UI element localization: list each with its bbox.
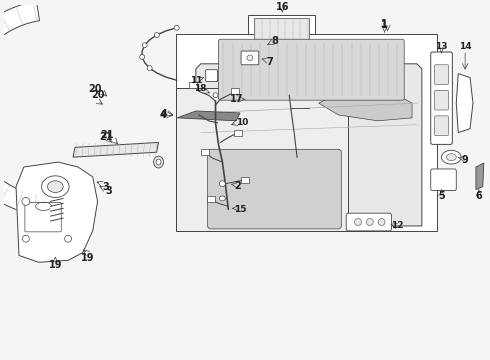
Text: 20: 20 [91,90,104,100]
FancyBboxPatch shape [176,88,348,231]
FancyBboxPatch shape [176,34,437,231]
Polygon shape [196,64,422,226]
FancyBboxPatch shape [248,86,315,108]
Text: 3: 3 [105,185,112,195]
Polygon shape [73,143,159,157]
Text: 6: 6 [475,192,482,202]
FancyBboxPatch shape [435,90,448,110]
Ellipse shape [48,181,63,193]
Text: 14: 14 [459,42,471,51]
Text: 19: 19 [49,260,62,270]
Text: 4: 4 [161,109,168,119]
Polygon shape [16,162,98,262]
Text: 15: 15 [234,205,246,214]
Ellipse shape [22,197,30,205]
Ellipse shape [220,196,225,201]
Polygon shape [318,91,412,121]
Text: 13: 13 [435,42,448,51]
FancyBboxPatch shape [25,202,61,232]
Ellipse shape [156,159,161,165]
Text: 3: 3 [102,182,109,192]
FancyBboxPatch shape [435,65,448,85]
Ellipse shape [153,156,164,168]
Text: 2: 2 [235,181,242,191]
Text: 20: 20 [88,84,101,94]
Text: 21: 21 [100,130,114,140]
Text: 18: 18 [195,84,207,93]
FancyBboxPatch shape [241,51,259,65]
Ellipse shape [355,219,362,225]
FancyBboxPatch shape [431,169,456,190]
Ellipse shape [174,25,179,30]
Ellipse shape [147,66,152,71]
Ellipse shape [65,235,72,242]
Ellipse shape [142,43,147,48]
Polygon shape [0,1,40,215]
Polygon shape [177,111,240,121]
FancyBboxPatch shape [207,197,215,202]
FancyBboxPatch shape [231,88,239,94]
Ellipse shape [247,55,253,61]
Text: 10: 10 [236,118,248,127]
FancyBboxPatch shape [435,116,448,136]
Ellipse shape [378,219,385,225]
Text: 21: 21 [99,131,113,141]
FancyBboxPatch shape [208,149,342,229]
Text: 1: 1 [381,19,388,30]
Text: 7: 7 [266,57,273,67]
Ellipse shape [23,235,29,242]
Text: 16: 16 [275,2,289,12]
Ellipse shape [446,154,456,161]
Ellipse shape [441,150,461,164]
Ellipse shape [213,93,218,98]
FancyBboxPatch shape [346,213,392,231]
Ellipse shape [42,176,69,197]
Ellipse shape [367,219,373,225]
FancyBboxPatch shape [234,130,242,136]
Polygon shape [456,74,473,132]
FancyBboxPatch shape [189,82,197,88]
Text: 19: 19 [81,253,95,264]
FancyBboxPatch shape [252,88,311,105]
Ellipse shape [220,181,225,186]
Polygon shape [476,163,484,190]
Ellipse shape [140,54,145,59]
Text: 17: 17 [230,94,244,104]
Text: 1: 1 [381,18,388,28]
Text: 4: 4 [160,110,167,120]
FancyBboxPatch shape [254,18,309,78]
FancyBboxPatch shape [206,70,218,81]
Text: 5: 5 [438,192,445,202]
Text: 11: 11 [190,76,202,85]
Text: 12: 12 [391,221,404,230]
Ellipse shape [154,32,159,37]
FancyBboxPatch shape [248,15,315,84]
FancyBboxPatch shape [431,52,452,144]
FancyBboxPatch shape [241,177,249,183]
FancyBboxPatch shape [201,149,209,155]
FancyBboxPatch shape [219,39,404,100]
Text: 8: 8 [271,36,278,46]
Text: 9: 9 [462,155,468,165]
